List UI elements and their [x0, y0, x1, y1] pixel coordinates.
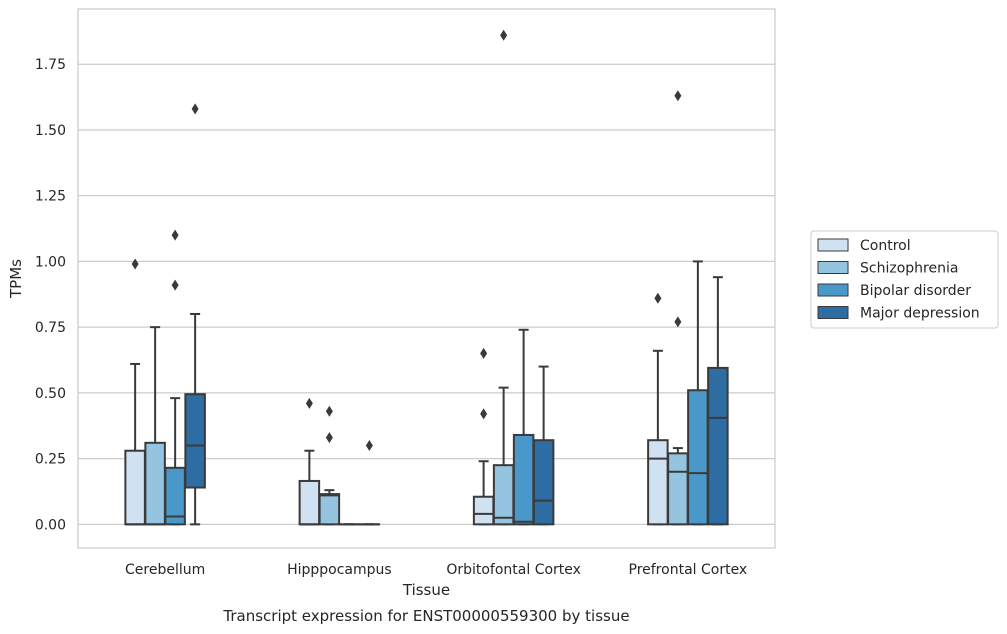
- chart-caption: Transcript expression for ENST0000055930…: [222, 607, 629, 625]
- legend-label: Schizophrenia: [860, 261, 958, 277]
- box-iqr: [164, 466, 186, 526]
- plot-frame: [77, 8, 776, 549]
- outlier-point: [500, 29, 508, 41]
- series-control: [124, 258, 669, 526]
- box: [318, 405, 341, 526]
- legend-label: Bipolar disorder: [860, 283, 971, 299]
- series-major-depression: [184, 103, 729, 526]
- legend-swatch: [817, 261, 849, 274]
- y-tick-labels: 0.00 0.25 0.50 0.75 1.00 1.25 1.50 1.75: [35, 57, 66, 533]
- box-iqr: [687, 389, 709, 526]
- box: [707, 276, 729, 526]
- box-iqr: [512, 433, 535, 526]
- box: [512, 328, 535, 526]
- box: [184, 103, 206, 526]
- legend-frame: [810, 230, 999, 329]
- y-tick-label: 1.25: [35, 189, 66, 205]
- box-iqr: [318, 493, 341, 526]
- outlier-point: [654, 292, 662, 304]
- legend: Control Schizophrenia Bipolar disorder Majo…: [810, 230, 999, 329]
- y-axis-label: TPMs: [7, 259, 25, 299]
- box-iqr: [124, 449, 146, 526]
- box-iqr: [707, 366, 729, 526]
- box-iqr: [144, 441, 166, 526]
- outlier-point: [305, 397, 313, 409]
- y-tick-label: 0.50: [35, 386, 66, 402]
- x-tick-label: Hipppocampus: [287, 562, 392, 578]
- outlier-point: [365, 439, 373, 451]
- outlier-point: [171, 229, 179, 241]
- x-tick-labels: Cerebellum Hipppocampus Orbitofontal Corte…: [125, 562, 747, 578]
- box-iqr: [647, 439, 669, 526]
- box-iqr: [532, 439, 555, 526]
- outlier-point: [480, 347, 488, 359]
- outlier-point: [674, 316, 682, 328]
- box-iqr: [298, 479, 321, 526]
- y-tick-label: 0.25: [35, 452, 66, 468]
- legend-swatch: [817, 238, 849, 252]
- legend-swatch: [817, 306, 849, 319]
- box: [124, 258, 146, 526]
- box: [472, 347, 495, 526]
- box-iqr: [492, 464, 515, 526]
- y-tick-label: 1.00: [35, 254, 66, 270]
- box: [144, 326, 166, 526]
- box: [647, 292, 669, 526]
- box: [667, 90, 689, 526]
- legend-swatch: [817, 283, 849, 297]
- series-bipolar-disorder: [164, 229, 709, 526]
- outlier-point: [674, 90, 682, 102]
- outlier-point: [325, 405, 333, 417]
- x-tick-label: Prefrontal Cortex: [629, 562, 748, 578]
- box: [164, 229, 186, 526]
- outlier-point: [191, 103, 199, 115]
- legend-label: Major depression: [860, 306, 980, 322]
- y-tick-label: 0.00: [35, 517, 66, 533]
- box-series-layer: [124, 29, 729, 526]
- box-iqr: [667, 452, 689, 526]
- outlier-point: [171, 279, 179, 291]
- x-axis-label: Tissue: [402, 581, 450, 599]
- series-schizophrenia: [144, 29, 689, 526]
- legend-label: Control: [860, 238, 911, 254]
- box: [532, 365, 555, 526]
- y-tick-label: 1.50: [35, 123, 66, 139]
- box-iqr: [184, 393, 206, 489]
- outlier-point: [325, 432, 333, 444]
- box-iqr: [472, 495, 495, 526]
- y-tick-label: 1.75: [35, 57, 66, 73]
- outlier-point: [131, 258, 139, 270]
- y-tick-label: 0.75: [35, 320, 66, 336]
- outlier-point: [480, 408, 488, 420]
- x-tick-label: Orbitofontal Cortex: [446, 562, 581, 578]
- box: [687, 260, 709, 526]
- box: [298, 397, 321, 526]
- box: [492, 29, 515, 526]
- x-tick-label: Cerebellum: [125, 562, 205, 578]
- box: [358, 439, 381, 526]
